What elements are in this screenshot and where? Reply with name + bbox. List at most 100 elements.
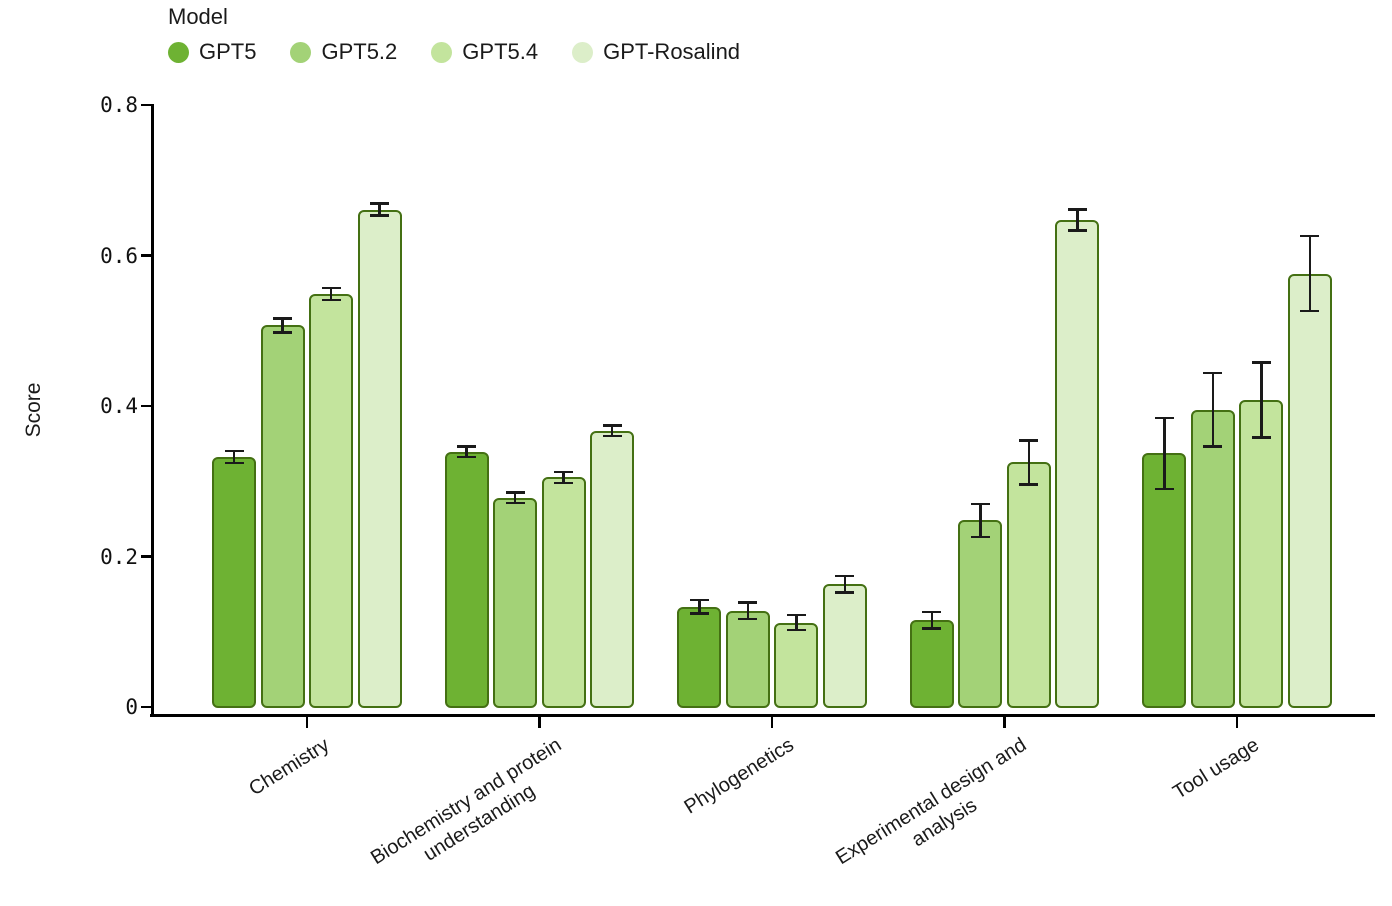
error-bar-cap-bottom (1203, 445, 1223, 448)
y-axis-tick-label: 0.6 (100, 243, 138, 268)
legend-entry: GPT5 (168, 39, 256, 65)
error-bar-cap-top (1203, 371, 1223, 375)
error-bar (746, 602, 749, 619)
error-bar-cap-top (321, 286, 341, 290)
error-bar-cap-top (1067, 208, 1087, 211)
error-bar (378, 203, 381, 216)
error-bar-cap-top (457, 445, 477, 448)
error-bar-cap-top (602, 424, 622, 427)
error-bar (795, 615, 798, 631)
x-axis-tick (770, 716, 774, 728)
bar (357, 209, 402, 708)
error-bar-cap-top (970, 502, 990, 506)
error-bar (513, 492, 517, 504)
error-bar-cap-top (786, 613, 806, 617)
error-bar-cap-bottom (786, 628, 806, 632)
error-bar-cap-top (738, 601, 758, 604)
error-bar-cap-top (505, 491, 525, 494)
bar (1190, 409, 1235, 708)
bar (309, 293, 354, 708)
error-bar-cap-bottom (554, 481, 574, 484)
error-bar-cap-bottom (273, 331, 293, 334)
legend-label: GPT5.4 (462, 39, 539, 65)
legend-title: Model (168, 4, 228, 29)
error-bar-cap-bottom (835, 591, 855, 594)
y-axis-tick-label: 0.8 (100, 93, 138, 117)
bar (774, 622, 819, 708)
error-bar-cap-top (273, 317, 293, 320)
x-axis-tick (538, 716, 541, 728)
error-bar-cap-bottom (1019, 483, 1039, 486)
y-axis-label: Score (22, 382, 45, 438)
bar (260, 325, 305, 708)
legend-swatch-icon (168, 41, 189, 63)
error-bar-cap-bottom (505, 501, 525, 505)
error-bar (1027, 440, 1031, 485)
legend: Model GPT5 GPT5.2 GPT5.4 GPT-Rosalind (168, 4, 740, 65)
error-bar-cap-bottom (370, 214, 390, 217)
bar (909, 620, 954, 708)
error-bar-cap-bottom (224, 461, 244, 465)
error-bar-cap-bottom (1251, 436, 1271, 439)
error-bar (843, 576, 846, 593)
legend-swatch-icon (572, 41, 594, 63)
y-axis-tick-label: 0.2 (100, 544, 138, 569)
error-bar-cap-bottom (602, 434, 622, 438)
y-axis-tick-label: 0.4 (100, 394, 138, 418)
x-axis-tick (1003, 716, 1006, 728)
error-bar (698, 600, 701, 614)
legend-entry: GPT5.4 (431, 39, 538, 65)
legend-label: GPT5.2 (321, 39, 398, 65)
bar (958, 520, 1003, 708)
x-axis-category-label: Tool usage (1169, 733, 1264, 804)
error-bar-cap-top (554, 470, 574, 474)
bar (444, 451, 489, 708)
error-bar (281, 318, 284, 333)
y-axis-tick (141, 103, 151, 107)
legend-label: GPT-Rosalind (603, 39, 741, 65)
x-axis-tick (1235, 716, 1239, 728)
bar (212, 457, 257, 708)
bar (493, 497, 538, 708)
error-bar (1211, 372, 1215, 447)
error-bar (930, 612, 934, 629)
error-bar (610, 425, 614, 437)
y-axis-tick (141, 404, 151, 408)
y-axis-tick (141, 705, 151, 709)
error-bar-cap-bottom (1300, 309, 1320, 313)
error-bar (979, 503, 982, 537)
error-bar-cap-bottom (970, 535, 990, 539)
error-bar-cap-top (1300, 234, 1320, 238)
y-axis-tick-label: 0 (125, 695, 138, 719)
error-bar-cap-top (1019, 439, 1039, 442)
error-bar (465, 446, 468, 458)
bar (541, 477, 586, 708)
x-axis-category-label: Phylogenetics (680, 733, 799, 819)
bar (590, 430, 635, 708)
error-bar-cap-bottom (738, 617, 758, 621)
y-axis-tick (141, 254, 151, 257)
error-bar-cap-bottom (457, 455, 477, 459)
y-axis-tick (141, 555, 151, 558)
bar (1142, 453, 1187, 708)
error-bar-cap-top (689, 598, 709, 602)
x-axis-tick (305, 716, 309, 728)
error-bar-cap-bottom (1067, 229, 1087, 232)
bar (1287, 273, 1332, 708)
bar (822, 584, 867, 708)
legend-entry: GPT5.2 (290, 39, 397, 65)
bar (677, 606, 722, 708)
x-axis-category-label: Experimental design and analysis (832, 733, 1031, 870)
legend-label: GPT5 (199, 39, 257, 65)
x-axis-spine (150, 713, 1375, 717)
error-bar-cap-bottom (1154, 487, 1174, 491)
error-bar (329, 287, 333, 300)
bar (1055, 220, 1100, 708)
bar (1239, 399, 1284, 708)
legend-entries: GPT5 GPT5.2 GPT5.4 GPT-Rosalind (168, 39, 740, 65)
error-bar (1260, 362, 1263, 438)
error-bar-cap-top (370, 202, 390, 205)
error-bar-cap-top (922, 610, 942, 614)
x-axis-category-label: Biochemistry and protein understanding (367, 733, 566, 870)
x-axis-category-label: Chemistry (245, 733, 334, 801)
